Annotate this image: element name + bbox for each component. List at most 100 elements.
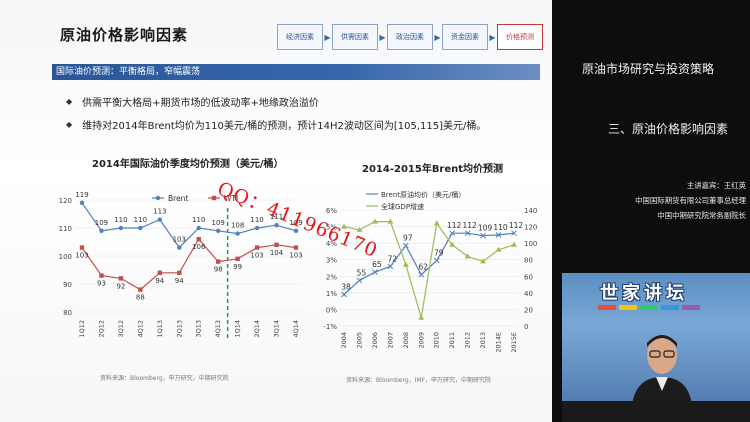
data-label: 110 [192, 216, 205, 224]
x-tick-label: 1Q12 [78, 320, 86, 338]
chart1-title: 2014年国际油价季度均价预测（美元/桶） [92, 159, 284, 170]
x-tick-label: 2Q13 [175, 320, 183, 338]
speaker-role-2: 中国中期研究院常务副院长 [657, 211, 746, 220]
brent-point [215, 228, 221, 233]
bullet-list: ◆ 供需平衡大格局+期货市场的低波动率+地缘政治溢价 ◆ 维持对2014年Bre… [66, 94, 486, 140]
flow-step-forecast: 价格预测 [497, 24, 543, 50]
data-label: 38 [341, 283, 351, 292]
chart2-brent-forecast: -1% 0% 1% 2% 3% 4% 5% 6% 0 20 40 60 80 100 120 140 2004 2… [323, 190, 537, 352]
price-point [356, 277, 363, 284]
diamond-bullet-icon: ◆ [66, 97, 73, 106]
data-label: 72 [388, 254, 398, 263]
gdp-point [371, 218, 378, 224]
x-tick-label: 2014E [495, 332, 503, 352]
diamond-bullet-icon: ◆ [66, 120, 73, 129]
data-label: 103 [250, 252, 263, 260]
brent-point [118, 225, 124, 231]
price-point [495, 232, 502, 238]
x-tick-label: 2015E [510, 332, 518, 352]
gdp-point [464, 253, 471, 259]
arrow-right-icon: ▶ [489, 32, 496, 42]
speaker-figure [632, 335, 692, 405]
laptop [562, 401, 750, 422]
data-label: 103 [173, 236, 186, 244]
x-tick-label: 2006 [371, 332, 379, 349]
data-label: 111 [270, 213, 283, 221]
forecast-banner: 国际油价预测：平衡格局，窄幅震荡 [52, 64, 540, 80]
x-tick-label: 1Q13 [156, 320, 164, 338]
data-label: 103 [75, 252, 88, 260]
x-tick-label: 2004 [340, 332, 348, 349]
gdp-point [449, 241, 456, 247]
left-axis-tick: 5% [326, 224, 337, 232]
x-tick-label: 4Q13 [214, 320, 222, 338]
brent-point [99, 228, 104, 233]
section-title: 三、原油价格影响因素 [608, 122, 729, 136]
price-point [341, 291, 347, 298]
series-line-wti [81, 238, 297, 291]
wti-point [177, 270, 182, 275]
wti-point [138, 287, 143, 292]
right-axis-tick: 60 [524, 273, 533, 281]
bullet-item: ◆ 维持对2014年Brent均价为110美元/桶的预测，预计14H2波动区间为… [66, 117, 486, 132]
gdp-point [402, 261, 409, 267]
data-label: 88 [136, 294, 145, 302]
data-label: 109 [211, 219, 224, 227]
brent-point [293, 228, 299, 233]
flow-step-capital: 资金因素 [442, 24, 488, 50]
legend-label-gdp: 全球GDP增速 [381, 202, 424, 211]
right-axis-tick: 0 [524, 323, 528, 331]
brent-point [79, 200, 85, 205]
gdp-point [495, 246, 502, 252]
right-axis-tick: 140 [524, 207, 537, 215]
x-tick-label: 4Q14 [292, 320, 300, 338]
right-axis-tick: 120 [524, 224, 537, 232]
brent-point [138, 225, 143, 231]
data-label: 62 [418, 263, 428, 272]
gdp-point [511, 241, 517, 247]
data-label: 65 [372, 260, 382, 269]
speaker-name: 主讲嘉宾：王红英 [686, 181, 746, 190]
logo-color-bars [598, 305, 703, 310]
x-tick-label: 4Q12 [136, 320, 144, 338]
data-label: 110 [250, 216, 263, 224]
x-tick-label: 2007 [386, 332, 394, 349]
data-label: 112 [462, 221, 477, 230]
left-axis-tick: 4% [326, 240, 337, 248]
price-point [433, 257, 440, 264]
x-tick-label: 2005 [355, 332, 363, 349]
data-label: 110 [114, 216, 127, 224]
wti-point [254, 245, 260, 250]
data-label: 55 [357, 268, 367, 277]
shijia-forum-logo: 世家讲坛 [600, 283, 688, 304]
wti-point [215, 259, 221, 264]
series-line-brent [81, 202, 297, 249]
factor-flow: 经济因素 ▶ 供需因素 ▶ 政治因素 ▶ 资金因素 ▶ 价格预测 [277, 24, 543, 50]
legend-label-brent: Brent [168, 194, 188, 203]
data-label: 113 [153, 208, 166, 216]
gdp-point [480, 258, 487, 264]
data-label: 119 [75, 191, 88, 199]
left-axis-tick: 6% [326, 207, 337, 215]
price-point [480, 232, 486, 239]
left-axis-tick: 1% [326, 290, 337, 298]
arrow-right-icon: ▶ [324, 32, 331, 42]
arrow-right-icon: ▶ [434, 32, 441, 42]
legend-marker-wti [211, 195, 217, 201]
x-tick-label: 2Q12 [97, 320, 105, 338]
x-tick-label: 3Q13 [195, 320, 203, 338]
brent-point [254, 225, 260, 231]
x-tick-label: 3Q12 [117, 320, 125, 338]
brent-point [274, 223, 279, 228]
bullet-item: ◆ 供需平衡大格局+期货市场的低波动率+地缘政治溢价 [66, 94, 486, 109]
x-tick-label: 2010 [433, 332, 441, 349]
x-tick-label: 2008 [402, 332, 410, 349]
gdp-point [387, 218, 394, 224]
chart1-quarterly-oil-price: 80 90 100 110 120 1Q12 2Q12 3Q12 4Q12 1Q13 2Q13 3Q1… [59, 191, 303, 340]
brent-point [157, 217, 163, 222]
legend-label-wti: WTI [224, 194, 238, 203]
x-tick-label: 3Q14 [273, 320, 281, 338]
data-label: 106 [192, 243, 206, 251]
data-label: 110 [134, 216, 147, 224]
data-label: 109 [289, 219, 302, 227]
